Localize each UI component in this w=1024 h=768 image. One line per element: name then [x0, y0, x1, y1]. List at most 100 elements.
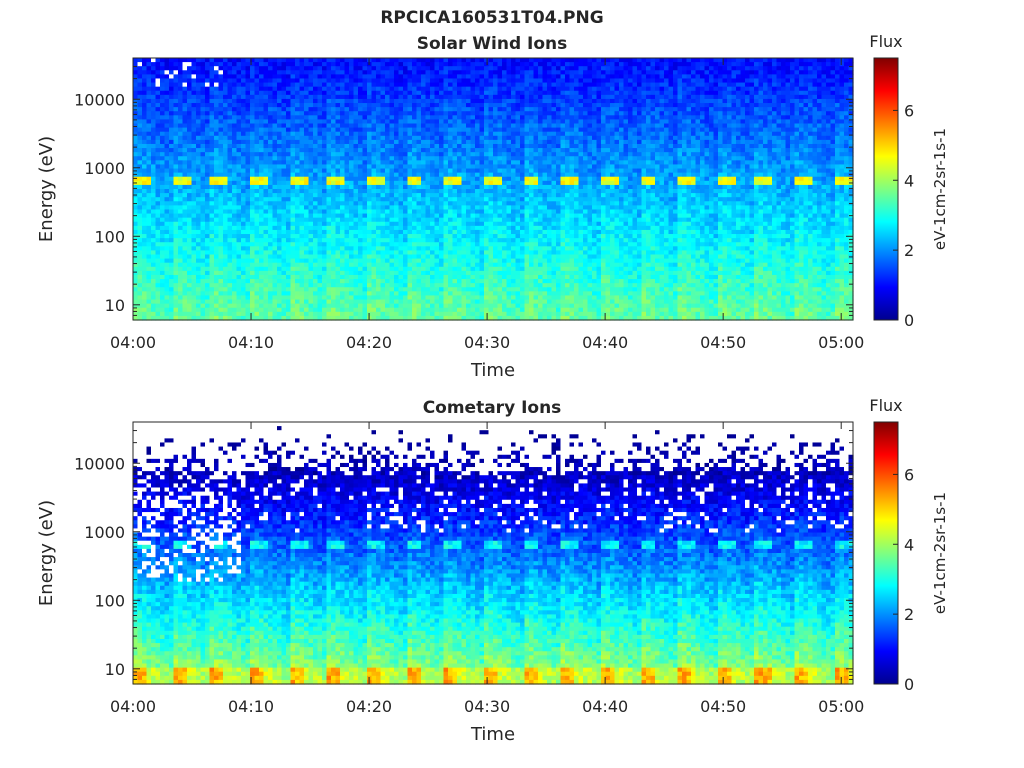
heatmap-cell [281, 82, 287, 88]
heatmap-cell [164, 58, 170, 63]
heatmap-cell [295, 176, 301, 182]
heatmap-cell [272, 62, 278, 67]
heatmap-cell [250, 258, 256, 264]
heatmap-cell [250, 180, 256, 186]
heatmap-cell [187, 94, 193, 100]
heatmap-cell [236, 111, 242, 116]
heatmap-cell [475, 234, 481, 239]
heatmap-cell [214, 221, 220, 227]
heatmap-cell [236, 98, 242, 104]
heatmap-cell [250, 90, 256, 96]
heatmap-cell [146, 115, 152, 120]
heatmap-cell [389, 62, 395, 67]
heatmap-cell [412, 70, 418, 75]
heatmap-cell [349, 209, 355, 215]
heatmap-cell [461, 254, 467, 260]
heatmap-cell [461, 250, 467, 256]
heatmap-cell [254, 143, 260, 149]
heatmap-cell [160, 246, 166, 251]
heatmap-cell [466, 107, 472, 112]
heatmap-cell [245, 274, 251, 280]
heatmap-cell [452, 131, 458, 137]
heatmap-cell [344, 152, 350, 157]
heatmap-cell [443, 74, 449, 80]
heatmap-cell [394, 98, 400, 104]
heatmap-cell [416, 115, 422, 120]
heatmap-cell [281, 307, 287, 313]
heatmap-cell [169, 266, 175, 272]
heatmap-cell [133, 135, 139, 141]
heatmap-cell [367, 266, 373, 272]
heatmap-cell [452, 201, 458, 206]
heatmap-cell [443, 295, 449, 301]
heatmap-cell [421, 189, 427, 194]
heatmap-cell [290, 246, 296, 251]
heatmap-cell [389, 74, 395, 80]
heatmap-cell [241, 266, 247, 272]
heatmap-cell [389, 299, 395, 305]
heatmap-cell [479, 180, 485, 186]
heatmap-cell [241, 131, 247, 137]
heatmap-cell [236, 225, 242, 231]
heatmap-cell [187, 148, 193, 153]
heatmap-cell [353, 311, 359, 317]
heatmap-cell [425, 78, 431, 84]
heatmap-cell [385, 303, 391, 309]
heatmap-cell [263, 258, 269, 264]
heatmap-cell [137, 262, 143, 268]
heatmap-cell [421, 180, 427, 186]
heatmap-cell [259, 70, 265, 75]
heatmap-cell [326, 115, 332, 120]
heatmap-cell [200, 143, 206, 149]
heatmap-cell [151, 82, 157, 88]
heatmap-cell [191, 176, 197, 182]
heatmap-cell [421, 205, 427, 211]
heatmap-cell [448, 156, 454, 161]
heatmap-cell [286, 131, 292, 137]
heatmap-cell [403, 213, 409, 219]
heatmap-cell [407, 315, 413, 321]
heatmap-cell [218, 201, 224, 206]
heatmap-cell [470, 279, 476, 284]
heatmap-cell [200, 107, 206, 112]
heatmap-cell [133, 270, 139, 276]
heatmap-cell [389, 119, 395, 125]
heatmap-cell [304, 189, 310, 194]
heatmap-cell [340, 254, 346, 260]
heatmap-cell [362, 303, 368, 309]
heatmap-cell [358, 193, 364, 198]
heatmap-cell [344, 127, 350, 133]
heatmap-cell [358, 258, 364, 264]
heatmap-cell [403, 266, 409, 272]
heatmap-cell [466, 94, 472, 100]
heatmap-cell [182, 127, 188, 133]
heatmap-cell [448, 258, 454, 264]
heatmap-cell [245, 90, 251, 96]
heatmap-cell [290, 111, 296, 116]
heatmap-cell [452, 279, 458, 284]
heatmap-cell [466, 279, 472, 284]
heatmap-cell [187, 143, 193, 149]
heatmap-cell [353, 111, 359, 116]
heatmap-cell [407, 287, 413, 292]
heatmap-cell [461, 70, 467, 75]
heatmap-cell [317, 66, 323, 71]
heatmap-cell [407, 262, 413, 268]
heatmap-cell [331, 287, 337, 292]
heatmap-cell [367, 242, 373, 247]
heatmap-cell [155, 111, 161, 116]
heatmap-cell [277, 238, 283, 243]
heatmap-cell [290, 229, 296, 235]
heatmap-cell [133, 131, 139, 137]
heatmap-cell [470, 266, 476, 272]
heatmap-cell [290, 299, 296, 305]
heatmap-cell [421, 160, 427, 166]
heatmap-cell [286, 164, 292, 170]
heatmap-cell [268, 172, 274, 178]
heatmap-cell [335, 266, 341, 272]
heatmap-cell [466, 119, 472, 125]
heatmap-cell [434, 234, 440, 239]
heatmap-cell [331, 213, 337, 219]
heatmap-cell [326, 90, 332, 96]
heatmap-cell [178, 115, 184, 120]
